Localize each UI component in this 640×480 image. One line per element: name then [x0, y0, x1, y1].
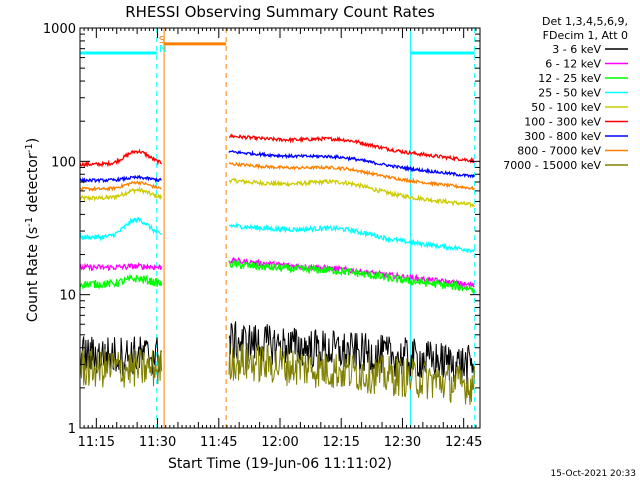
series-line: [229, 177, 475, 209]
legend-entry-label: 100 - 300 keV: [524, 116, 601, 129]
night-label: N: [159, 44, 166, 55]
series-line: [79, 336, 163, 376]
series-line: [79, 216, 163, 242]
x-tick-label: 12:30: [384, 435, 421, 450]
x-tick-label: 12:45: [445, 435, 482, 450]
y-axis-label-end: ): [25, 138, 41, 143]
x-tick-label: 12:15: [322, 435, 359, 450]
x-axis-label: Start Time (19-Jun-06 11:11:02): [168, 456, 392, 472]
series-line: [79, 180, 162, 192]
chart-title: RHESSI Observing Summary Count Rates: [125, 3, 435, 21]
y-tick-label: 1: [68, 422, 76, 437]
y-tick-label: 10: [59, 289, 76, 304]
legend-entry-label: 800 - 7000 keV: [517, 145, 601, 158]
series-line: [79, 348, 163, 388]
y-axis-label: Count Rate (s-1 detector-1): [24, 138, 41, 322]
y-tick-label: 1000: [43, 22, 76, 37]
series-line: [228, 149, 475, 179]
x-axis: 11:15 11:30 11:45 12:00 12:15 12:30 12:45: [78, 28, 482, 450]
legend-header-line-2: FDecim 1, Att 0: [543, 29, 628, 42]
y-axis: 1 10 100 1000: [43, 22, 480, 437]
series-line: [228, 259, 476, 296]
x-tick-label: 11:30: [139, 435, 176, 450]
series-line: [79, 148, 162, 168]
series-line: [79, 174, 162, 184]
legend-entry-label: 300 - 800 keV: [524, 130, 601, 143]
legend-entry-label: 12 - 25 keV: [538, 72, 601, 85]
x-tick-label: 12:00: [261, 435, 298, 450]
legend: Det 1,3,4,5,6,9, FDecim 1, Att 0 3 - 6 k…: [503, 15, 628, 172]
legend-header-line-1: Det 1,3,4,5,6,9,: [542, 15, 628, 28]
series-line: [79, 261, 163, 272]
x-tick-label: 11:45: [200, 435, 237, 450]
y-axis-label-sup2: -1: [24, 143, 35, 153]
footer-date: 15-Oct-2021 20:33: [551, 469, 636, 479]
y-tick-label: 100: [51, 155, 76, 170]
series-line: [228, 222, 476, 255]
legend-entry-label: 3 - 6 keV: [552, 43, 601, 56]
x-tick-label: 11:15: [78, 435, 115, 450]
series-line: [228, 343, 475, 405]
legend-entry-label: 6 - 12 keV: [545, 58, 601, 71]
legend-entry-label: 50 - 100 keV: [531, 101, 601, 114]
saa-label: S: [159, 35, 165, 46]
legend-entry-label: 7000 - 15000 keV: [503, 159, 601, 172]
y-axis-label-sup1: -1: [24, 217, 35, 227]
series-line: [79, 186, 163, 202]
y-axis-label-main: Count Rate (s: [25, 227, 41, 322]
series-line: [229, 133, 475, 164]
series-line: [228, 161, 475, 191]
series-line: [79, 273, 163, 291]
series-layer: [79, 133, 476, 405]
legend-entry-label: 25 - 50 keV: [538, 87, 601, 100]
series-line: [228, 321, 475, 385]
y-axis-label-mid: detector: [25, 153, 41, 217]
